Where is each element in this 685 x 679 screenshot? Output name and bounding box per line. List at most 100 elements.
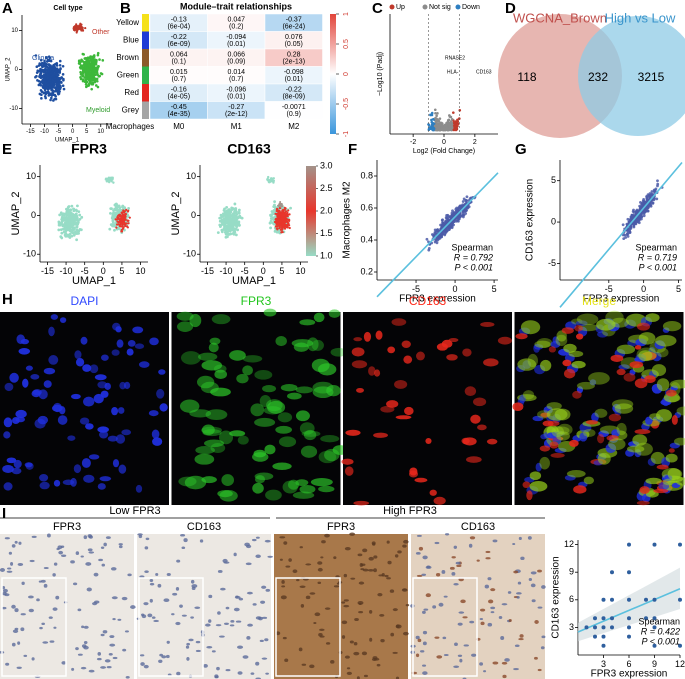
sample-dot [638,221,641,224]
cell-dot [62,78,65,81]
ihc-nucleus [113,657,118,659]
ihc-nucleus [485,551,490,553]
ihc-nucleus [492,661,498,664]
cell-value: -0.098 [284,69,304,76]
ihc-nucleus [84,535,88,539]
nucleus [21,339,29,344]
cell-value: 0.066 [227,51,245,58]
nucleus [156,389,164,399]
cell-dot [62,228,65,231]
fpr3-signal [571,361,585,369]
stat-label: Spearman [451,242,493,252]
ihc-nucleus [358,601,364,605]
cd163-signal [386,400,398,408]
sample-dot [655,197,658,200]
ihc-nucleus [176,672,180,676]
sample-dot [602,616,606,620]
cell-dot [58,71,61,74]
cd163-signal [487,439,497,445]
ihc-nucleus [442,637,446,640]
ihc-nucleus [219,635,225,637]
nucleus [98,483,106,490]
ihc-nucleus [541,635,545,638]
ihc-nucleus [20,627,24,631]
ihc-nucleus [283,637,287,639]
row-label: Brown [116,53,139,62]
panel-title: Cell type [53,5,82,12]
panel-title: CD163 [227,141,271,157]
sample-dot [457,220,460,223]
ihc-nucleus [386,577,391,579]
ihc-nucleus [516,592,522,594]
cell-dot [115,212,118,215]
ihc-nucleus [78,608,82,611]
sample-dot [627,543,631,547]
x-tick-label: -5 [412,284,420,294]
volcano-dot [439,117,442,120]
fpr3-signal [255,475,265,483]
cell-dot [80,216,83,219]
panel-letter: C [372,0,383,17]
cell-dot [79,23,81,25]
y-tick-label: 0 [31,210,36,220]
y-tick-label: 3 [569,622,574,632]
ihc-nucleus [208,619,211,623]
fpr3-signal [645,478,661,484]
nucleus [132,326,143,333]
volcano-dot [434,108,437,111]
cell-dot [234,217,237,220]
cell-dot [47,92,50,95]
fpr3-signal [300,485,316,494]
volcano-dot [446,121,449,124]
cell-dot [270,221,273,224]
cell-dot [282,231,284,233]
nucleus [117,339,124,347]
cell-dot [223,207,226,210]
ihc-nucleus [47,533,51,537]
cell-dot [62,73,65,76]
nucleus [115,326,121,332]
cell-dot [63,225,66,228]
cell-dot [40,72,43,75]
ihc-nucleus [500,636,504,640]
ihc-nucleus [216,667,220,670]
ihc-nucleus [353,652,359,655]
fpr3-signal [242,365,253,375]
cell-dot [62,84,65,87]
cell-dot [36,69,39,72]
ihc-nucleus [451,556,455,558]
ihc-nucleus [102,564,105,567]
cell-dot [76,204,79,207]
ihc-nucleus [264,638,268,641]
cell-dot [75,232,78,235]
panel-letter: F [348,141,357,158]
ihc-nucleus [105,659,111,662]
nucleus [58,415,68,425]
cell-dot [60,81,63,84]
ihc-nucleus [58,551,63,555]
ihc-nucleus [317,582,321,584]
cell-dot [284,207,286,209]
ihc-nucleus [152,616,156,619]
cell-dot [56,74,59,77]
cell-dot [58,213,61,216]
cell-dot [267,179,269,181]
fpr3-signal [272,463,291,470]
nucleus [5,383,14,391]
ihc-nucleus [426,566,432,569]
ihc-nucleus [321,540,326,543]
ihc-nucleus [70,560,75,563]
ihc-nucleus [260,601,265,604]
x-tick-label: -15 [41,266,54,276]
cell-dot [95,67,98,70]
cell-dot [289,207,292,210]
cell-value: 0.064 [170,51,188,58]
cell-dot [77,25,79,27]
cell-dot [225,218,228,221]
ihc-nucleus [310,592,316,594]
cell-value: 0.047 [227,16,245,23]
cell-dot [286,212,288,214]
ihc-nucleus [320,636,325,638]
cd163-signal [630,361,644,368]
cell-dot [270,215,273,218]
